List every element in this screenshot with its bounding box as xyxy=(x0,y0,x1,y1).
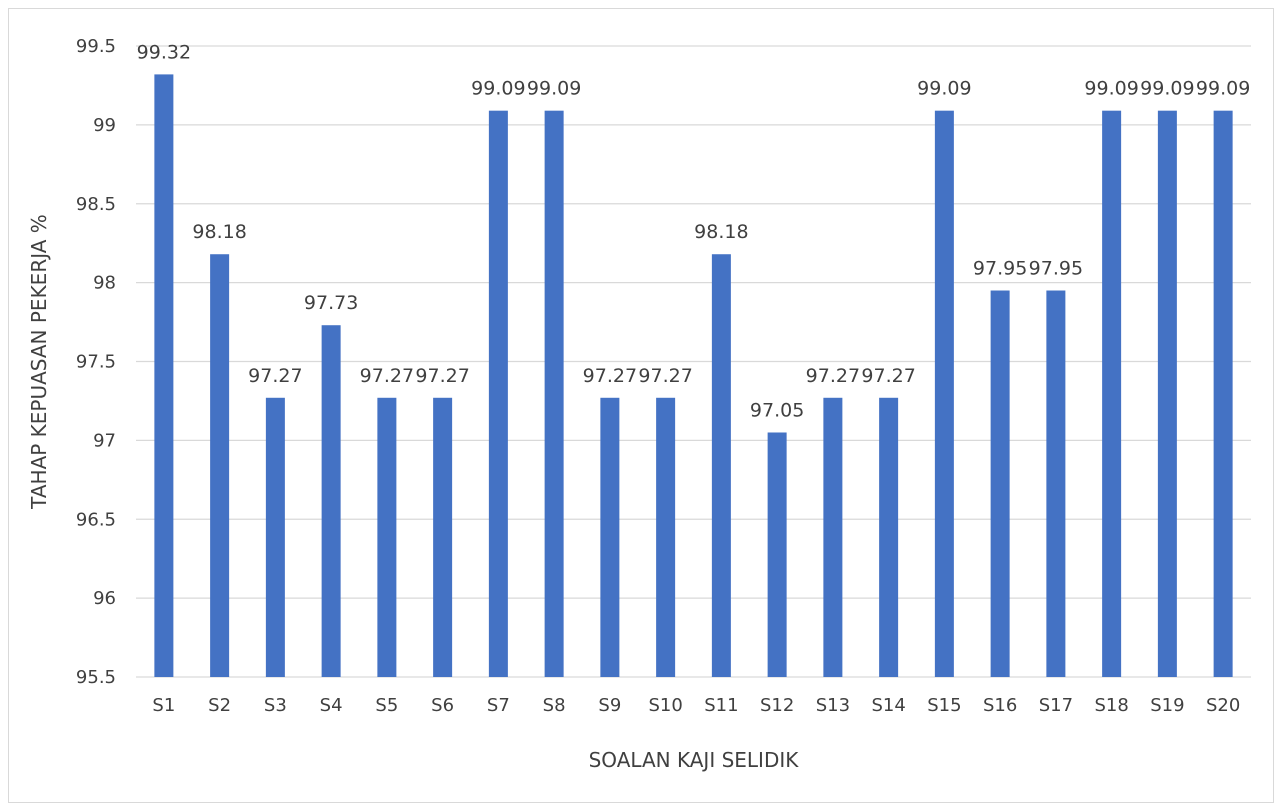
data-label-s11: 98.18 xyxy=(694,221,748,243)
data-label-s4: 97.73 xyxy=(304,292,358,314)
x-tick-label: S4 xyxy=(320,695,343,716)
y-tick-label: 98.5 xyxy=(76,194,116,215)
data-label-s17: 97.95 xyxy=(1029,258,1083,280)
bar-chart: 95.5 96 96.5 97 97.5 98 98.5 99 99.5 99.32 98.18 9… xyxy=(27,36,1251,772)
x-tick-label: S11 xyxy=(704,695,738,716)
y-axis-title: TAHAP KEPUASAN PEKERJA % xyxy=(27,214,51,510)
y-tick-label: 96.5 xyxy=(76,509,116,530)
bar-s8 xyxy=(544,110,564,678)
data-label-s13: 97.27 xyxy=(806,365,860,387)
y-tick-label: 99 xyxy=(93,115,116,136)
gridlines xyxy=(136,45,1251,678)
bar-s7 xyxy=(488,110,508,678)
x-tick-label: S7 xyxy=(487,695,510,716)
x-tick-label: S16 xyxy=(983,695,1017,716)
y-tick-label: 96 xyxy=(93,588,116,609)
x-tick-label: S17 xyxy=(1039,695,1073,716)
bar-s15 xyxy=(934,110,954,678)
data-label-s5: 97.27 xyxy=(360,365,414,387)
bar-s17 xyxy=(1046,290,1066,677)
x-tick-label: S6 xyxy=(431,695,454,716)
bar-s13 xyxy=(823,397,843,677)
data-label-s9: 97.27 xyxy=(583,365,637,387)
data-label-s8: 99.09 xyxy=(527,78,581,100)
data-label-s20: 99.09 xyxy=(1196,78,1250,100)
x-tick-label: S13 xyxy=(816,695,850,716)
x-tick-label: S3 xyxy=(264,695,287,716)
bar-s6 xyxy=(433,397,453,677)
x-tick-label: S20 xyxy=(1206,695,1240,716)
x-tick-label: S5 xyxy=(375,695,398,716)
data-label-s1: 99.32 xyxy=(137,41,191,63)
data-label-s18: 99.09 xyxy=(1084,78,1138,100)
data-label-s19: 99.09 xyxy=(1140,78,1194,100)
data-label-s16: 97.95 xyxy=(973,258,1027,280)
bar-s12 xyxy=(767,432,787,677)
x-tick-label: S9 xyxy=(598,695,621,716)
y-axis-ticks: 95.5 96 96.5 97 97.5 98 98.5 99 99.5 xyxy=(76,36,116,688)
x-tick-label: S10 xyxy=(648,695,682,716)
bar-s20 xyxy=(1213,110,1233,678)
data-label-s7: 99.09 xyxy=(471,78,525,100)
data-label-s2: 98.18 xyxy=(192,221,246,243)
bar-s3 xyxy=(265,397,285,677)
bar-s1 xyxy=(154,74,174,677)
bar-s2 xyxy=(210,254,230,678)
y-tick-label: 95.5 xyxy=(76,667,116,688)
x-tick-label: S19 xyxy=(1150,695,1184,716)
bar-s5 xyxy=(377,397,397,677)
x-tick-label: S15 xyxy=(927,695,961,716)
bar-s9 xyxy=(600,397,620,677)
data-label-s15: 99.09 xyxy=(917,78,971,100)
x-tick-label: S2 xyxy=(208,695,231,716)
x-tick-label: S1 xyxy=(152,695,175,716)
x-axis-ticks: S1 S2 S3 S4 S5 S6 S7 S8 S9 S10 S11 S12 S13 S14 S15 S16 S… xyxy=(152,695,1240,716)
chart-frame: 95.5 96 96.5 97 97.5 98 98.5 99 99.5 99.32 98.18 9… xyxy=(8,8,1274,803)
bar-s14 xyxy=(879,397,899,677)
bar-s4 xyxy=(321,325,341,677)
data-label-s14: 97.27 xyxy=(861,365,915,387)
y-tick-label: 98 xyxy=(93,273,116,294)
bar-s18 xyxy=(1102,110,1122,678)
x-tick-label: S8 xyxy=(543,695,566,716)
data-label-s10: 97.27 xyxy=(638,365,692,387)
x-axis-title: SOALAN KAJI SELIDIK xyxy=(589,748,800,772)
bars xyxy=(154,74,1233,678)
data-label-s3: 97.27 xyxy=(248,365,302,387)
x-tick-label: S18 xyxy=(1094,695,1128,716)
y-tick-label: 97 xyxy=(93,430,116,451)
bar-s16 xyxy=(990,290,1010,677)
bar-s19 xyxy=(1157,110,1177,678)
data-label-s6: 97.27 xyxy=(415,365,469,387)
x-tick-label: S14 xyxy=(871,695,905,716)
y-tick-label: 99.5 xyxy=(76,36,116,57)
y-tick-label: 97.5 xyxy=(76,352,116,373)
data-label-s12: 97.05 xyxy=(750,399,804,421)
bar-s10 xyxy=(656,397,676,677)
bar-s11 xyxy=(711,254,731,678)
x-tick-label: S12 xyxy=(760,695,794,716)
